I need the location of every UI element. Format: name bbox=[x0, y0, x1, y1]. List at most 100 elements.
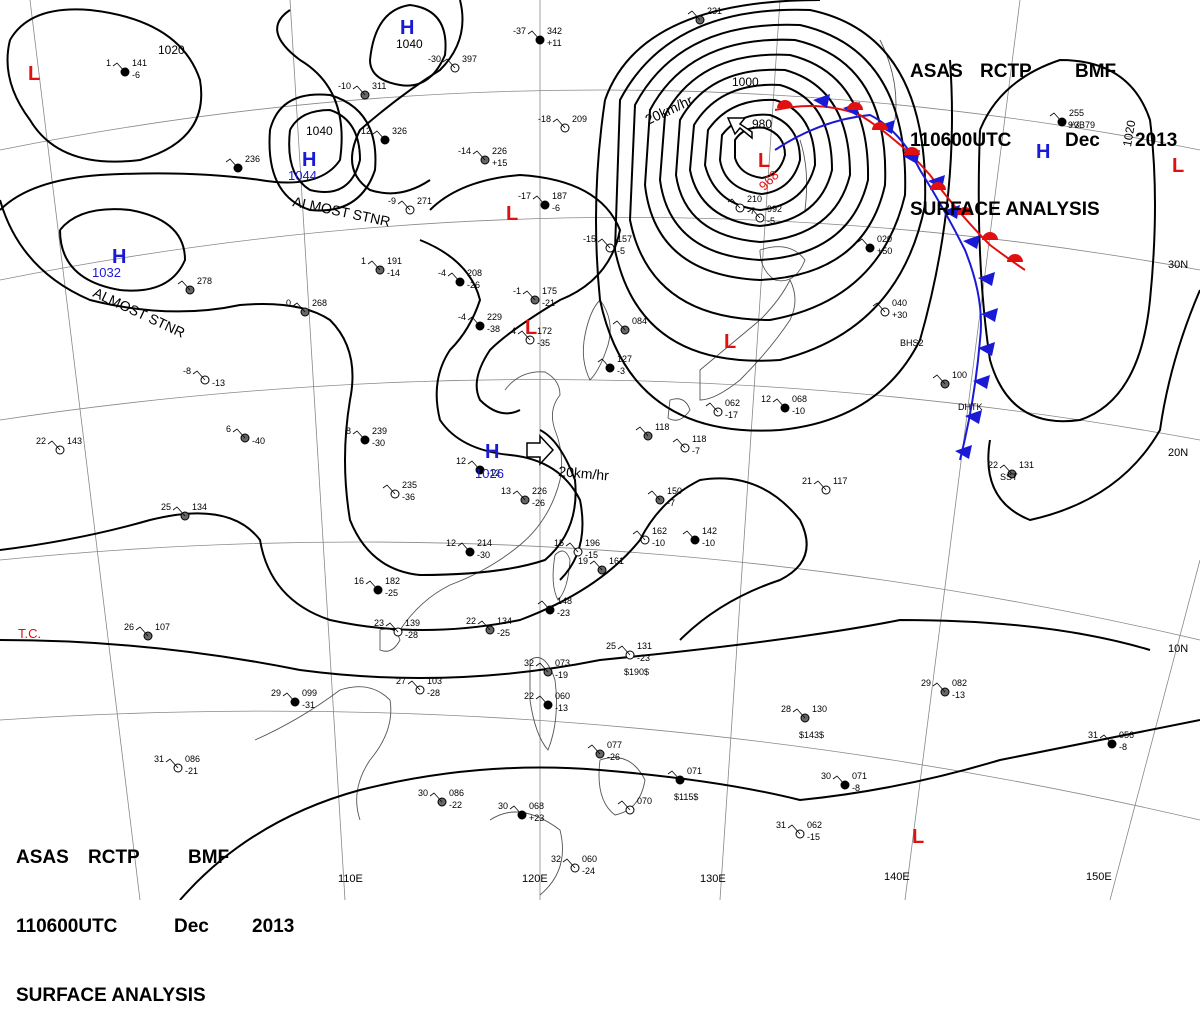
wind-barb bbox=[872, 302, 886, 313]
station-plot: -14 226 +15 bbox=[458, 146, 507, 168]
wind-barb bbox=[457, 542, 471, 553]
isobar-outer-west bbox=[6, 8, 203, 163]
station-value-v3: -19 bbox=[555, 670, 568, 680]
station-value-v1: 0 bbox=[286, 298, 291, 308]
wind-barb bbox=[932, 374, 946, 385]
station-plot: 992-5 bbox=[747, 204, 782, 226]
station-value-v3: -25 bbox=[497, 628, 510, 638]
station-plot: 26 107 bbox=[124, 622, 170, 641]
wind-barb bbox=[832, 775, 846, 786]
wind-barb bbox=[467, 460, 481, 471]
station-value-v3: +11 bbox=[547, 38, 562, 48]
station-value-v2: 342 bbox=[547, 26, 562, 36]
station-value-v2: 086 bbox=[185, 754, 200, 764]
station-value-v2: 118 bbox=[655, 422, 669, 432]
wind-barb bbox=[647, 490, 661, 501]
title-year: 2013 bbox=[1135, 130, 1178, 151]
wind-barb bbox=[442, 58, 456, 69]
station-value-v4: $115$ bbox=[674, 792, 698, 802]
wind-barb bbox=[617, 645, 631, 656]
station-plot: 12 214 -30 bbox=[446, 538, 492, 560]
lat-label-30n: 30N bbox=[1168, 259, 1188, 271]
motion-arrows bbox=[526, 117, 753, 466]
wind-barb bbox=[232, 428, 246, 439]
wind-barb bbox=[537, 600, 551, 611]
high-center-1032-value: 1032 bbox=[92, 265, 121, 280]
station-value-v1: 32 bbox=[524, 658, 534, 668]
station-value-v3: -3 bbox=[617, 366, 625, 376]
warm-front-semicircle bbox=[1007, 254, 1023, 262]
warm-front-semicircle bbox=[904, 147, 920, 155]
station-value-v2: 071 bbox=[687, 766, 702, 776]
station-value-v3: -7 bbox=[747, 206, 755, 216]
wind-barb bbox=[407, 680, 421, 691]
station-plot: 13 226 -26 bbox=[501, 486, 547, 508]
station-value-v1: 28 bbox=[781, 704, 791, 714]
station-value-v3: -10 bbox=[652, 538, 665, 548]
station-value-v3: -13 bbox=[555, 703, 568, 713]
parallel-20n bbox=[0, 379, 1200, 441]
isobars bbox=[0, 0, 1200, 900]
high-center-1026-motion: 20km/hr bbox=[558, 463, 610, 483]
wind-barb bbox=[632, 530, 646, 541]
station-plot: 148-23 bbox=[537, 596, 572, 618]
station-value-v1: 22 bbox=[524, 691, 534, 701]
station-plot: -10 311 bbox=[338, 81, 386, 100]
station-value-v1: 13 bbox=[501, 486, 511, 496]
station-value-v3: -30 bbox=[477, 550, 490, 560]
wind-barb bbox=[589, 560, 603, 571]
station-plot: 25 131 -23 $190$ bbox=[606, 641, 652, 677]
station-plot: 077-26 bbox=[587, 740, 622, 762]
station-value-v2: 226 bbox=[532, 486, 547, 496]
station-value-v1: 25 bbox=[606, 641, 616, 651]
wind-barb bbox=[397, 200, 411, 211]
station-value-v3: -23 bbox=[557, 608, 570, 618]
station-value-v1: -37 bbox=[513, 26, 526, 36]
station-value-v3: +30 bbox=[892, 310, 907, 320]
isobar-mid-loop bbox=[429, 173, 622, 415]
station-value-v1: 12 bbox=[446, 538, 456, 548]
isobar-label-1020-east: 1020 bbox=[1120, 119, 1138, 148]
wind-barb bbox=[667, 770, 681, 781]
title-station: RCTP bbox=[980, 61, 1032, 82]
wind-barb bbox=[635, 426, 649, 437]
station-value-v1: 31 bbox=[154, 754, 164, 764]
station-plot: -9 271 bbox=[388, 196, 432, 215]
wind-barb bbox=[813, 480, 827, 491]
wind-barb bbox=[562, 858, 576, 869]
isobar-coastal bbox=[419, 239, 584, 581]
fronts bbox=[774, 94, 1026, 461]
station-value-v2: 268 bbox=[312, 298, 327, 308]
wind-barb bbox=[509, 805, 523, 816]
station-plot: 6 -40 bbox=[226, 424, 265, 446]
station-value-v1: -9 bbox=[388, 196, 396, 206]
station-value-v2: 084 bbox=[632, 316, 647, 326]
station-plot: 1 191 -14 bbox=[361, 256, 402, 278]
title-line-2: 110600UTC Dec 2013 bbox=[16, 915, 294, 938]
isobar-pacific-outer bbox=[987, 289, 1200, 522]
station-value-v2: 214 bbox=[477, 538, 492, 548]
station-value-v3: -28 bbox=[427, 688, 440, 698]
wind-barb bbox=[705, 402, 719, 413]
lon-label-120e: 120E bbox=[522, 873, 548, 885]
high-center-1026-value: 1026 bbox=[475, 466, 504, 481]
wind-barb bbox=[727, 198, 741, 209]
station-value-v2: 255 bbox=[1069, 108, 1084, 118]
wind-barb bbox=[552, 118, 566, 129]
station-plot: 118 bbox=[635, 422, 669, 441]
wind-barb bbox=[477, 620, 491, 631]
station-value-v1: 6 bbox=[226, 424, 231, 434]
station-value-v1: 22 bbox=[988, 460, 998, 470]
station-value-v1: 22 bbox=[36, 436, 46, 446]
station-value-v3: -7 bbox=[692, 446, 700, 456]
station-value-v2: 326 bbox=[392, 126, 407, 136]
station-value-v3: -28 bbox=[405, 630, 418, 640]
station-plot: 210-7 bbox=[727, 194, 762, 216]
isobar-1040-north bbox=[369, 3, 447, 87]
high-center-1032-letter: H bbox=[112, 246, 126, 268]
station-value-v2: 139 bbox=[405, 618, 420, 628]
station-value-v3: +23 bbox=[529, 813, 544, 823]
station-plots: -37 342+11-30 397-10 311-12 326-18 209-14 226+… bbox=[36, 6, 1134, 876]
station-plot: 062-17 bbox=[705, 398, 740, 420]
station-value-v3: -31 bbox=[302, 700, 315, 710]
